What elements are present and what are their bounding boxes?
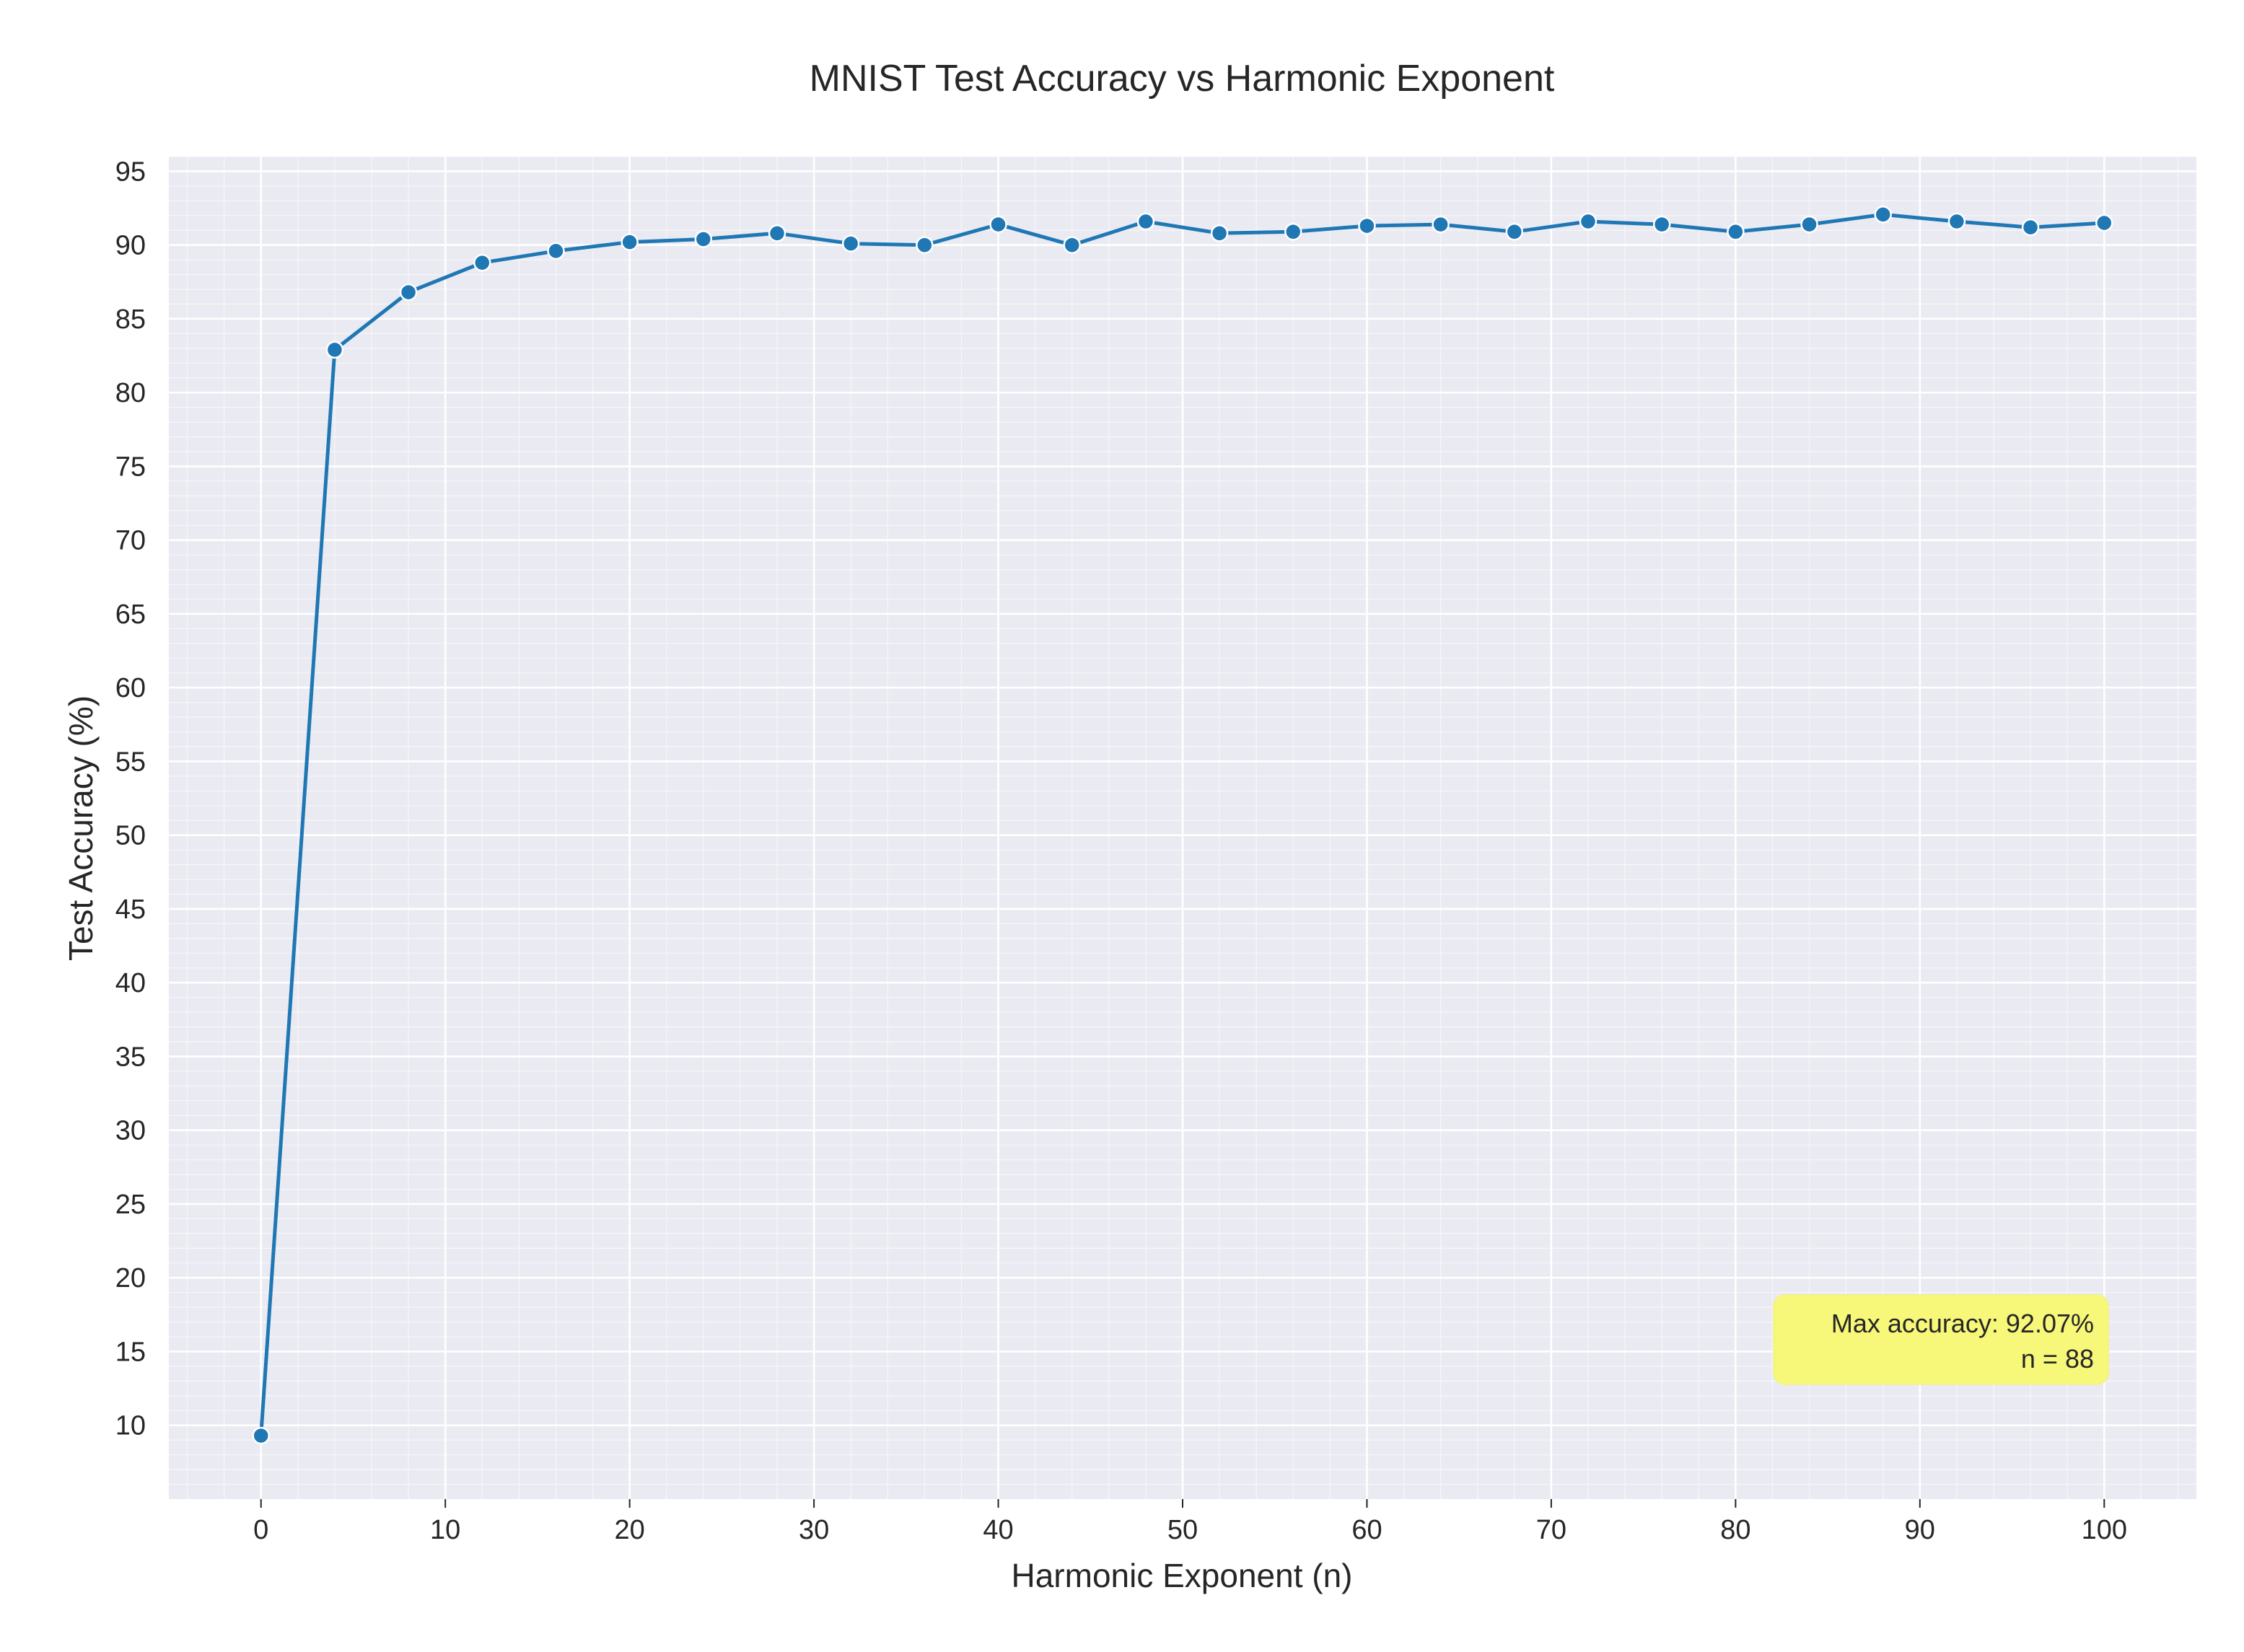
data-point (2021, 218, 2040, 237)
series-line (259, 212, 2106, 1438)
data-point (1063, 236, 1081, 254)
x-tick-label: 10 (430, 1515, 460, 1545)
y-axis-label: Test Accuracy (%) (62, 695, 100, 961)
data-point (1210, 224, 1229, 242)
x-tick-label: 50 (1167, 1515, 1198, 1545)
x-tick-label: 0 (253, 1515, 268, 1545)
annotation-max-accuracy: Max accuracy: 92.07% (1831, 1309, 2094, 1338)
data-point (473, 253, 491, 272)
data-point (1505, 223, 1524, 241)
x-tick-label: 100 (2082, 1515, 2127, 1545)
data-point (547, 242, 565, 260)
x-tick-label: 30 (799, 1515, 829, 1545)
x-tick-label: 90 (1905, 1515, 1935, 1545)
data-point (989, 215, 1007, 234)
data-point (768, 224, 786, 242)
x-tick-label: 70 (1536, 1515, 1566, 1545)
x-tick-label: 80 (1720, 1515, 1750, 1545)
annotation-n-value: n = 88 (2021, 1344, 2094, 1374)
y-tick-label: 95 (115, 157, 146, 187)
major-gridlines (169, 157, 2196, 1499)
y-tick-label: 70 (115, 526, 146, 556)
y-tick-label: 65 (115, 599, 146, 630)
data-point (1800, 215, 1818, 234)
y-axis-tick-labels: 10 15 20 25 30 35 40 45 50 55 60 65 70 75 80 85 90 95 (115, 157, 146, 1441)
data-point (2095, 214, 2113, 232)
data-point (1358, 216, 1376, 235)
x-axis-tick-labels: 0 10 20 30 40 50 60 70 80 90 100 (253, 1499, 2127, 1545)
y-tick-label: 55 (115, 747, 146, 777)
y-tick-label: 60 (115, 673, 146, 703)
data-point (1947, 212, 1966, 231)
data-point (1874, 206, 1892, 224)
data-point (1432, 215, 1450, 234)
data-point (916, 236, 934, 254)
y-tick-label: 45 (115, 895, 146, 925)
annotation-box (1773, 1294, 2109, 1385)
y-tick-label: 20 (115, 1263, 146, 1293)
chart-title: MNIST Test Accuracy vs Harmonic Exponent (810, 58, 1555, 100)
y-tick-label: 40 (115, 968, 146, 998)
data-point (325, 340, 344, 359)
data-point (1579, 212, 1597, 231)
data-point (1652, 215, 1671, 234)
y-tick-label: 50 (115, 821, 146, 851)
data-point (621, 233, 639, 251)
y-tick-label: 10 (115, 1411, 146, 1441)
data-point (841, 234, 860, 252)
max-accuracy-annotation: Max accuracy: 92.07% n = 88 (1773, 1294, 2109, 1385)
y-tick-label: 80 (115, 378, 146, 408)
data-point (1727, 223, 1745, 241)
x-tick-label: 20 (614, 1515, 644, 1545)
y-tick-label: 85 (115, 304, 146, 335)
y-tick-label: 30 (115, 1116, 146, 1146)
y-tick-label: 75 (115, 452, 146, 482)
x-tick-label: 40 (983, 1515, 1013, 1545)
data-point (252, 1426, 270, 1445)
y-tick-label: 15 (115, 1337, 146, 1367)
x-axis-label: Harmonic Exponent (n) (1012, 1557, 1353, 1594)
y-tick-label: 90 (115, 231, 146, 261)
data-point (399, 283, 418, 302)
data-point (1136, 212, 1155, 231)
x-tick-label: 60 (1351, 1515, 1382, 1545)
data-point (694, 230, 713, 248)
data-point (1284, 223, 1302, 241)
y-tick-label: 35 (115, 1042, 146, 1072)
y-tick-label: 25 (115, 1190, 146, 1220)
series-layer (252, 206, 2113, 1445)
